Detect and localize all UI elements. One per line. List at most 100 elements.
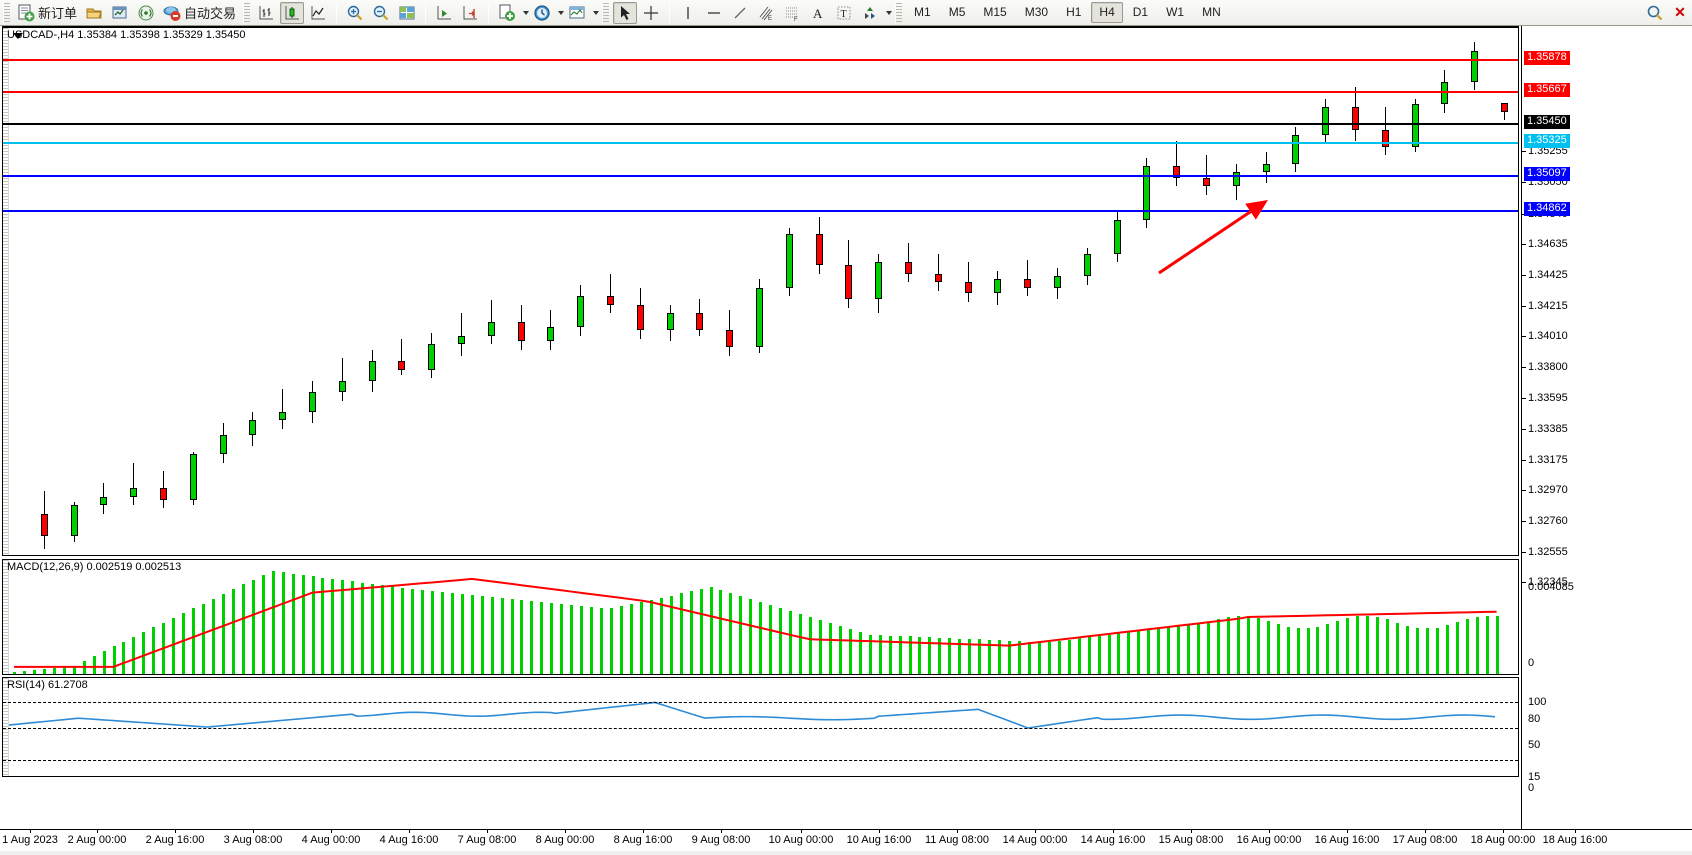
price-level-label-1.35878[interactable]: 1.35878 [1524,51,1570,65]
macd-bar [639,601,643,674]
new-chart-dropdown-caret[interactable] [523,10,530,15]
price-level-label-1.35667[interactable]: 1.35667 [1524,83,1570,97]
svg-text:A: A [813,6,823,21]
chart-tools-grip[interactable] [243,2,251,23]
macd-bar [13,671,16,674]
vertical-line-button[interactable] [676,2,700,24]
svg-text:F: F [794,17,798,22]
new-order-button[interactable]: 新订单 [14,2,80,24]
macd-bar [619,606,623,674]
price-level-label-1.35450[interactable]: 1.35450 [1524,115,1570,129]
data-window-button[interactable] [395,2,419,24]
timeframe-h4[interactable]: H4 [1091,2,1123,23]
time-label-11-Aug-08-00: 11 Aug 08:00 [924,834,990,846]
macd-axis-0.004085: 0.004085 [1528,581,1574,593]
macd-bar [669,595,673,674]
macd-bar [490,597,494,674]
timeframe-m5[interactable]: M5 [948,5,966,19]
arrows-tool-button[interactable] [858,2,882,24]
chart-area[interactable]: USDCAD-,H4 1.35384 1.35398 1.35329 1.354… [0,26,1692,855]
price-level-line-1.35878[interactable] [3,59,1518,61]
macd-pane-grip[interactable] [3,560,9,674]
macd-bar [132,636,136,674]
close-chart-button[interactable]: ✕ [1674,4,1686,20]
line-chart-button[interactable] [306,2,330,24]
price-level-label-1.35325[interactable]: 1.35325 [1524,134,1570,148]
rsi-pane-grip[interactable] [3,678,9,776]
macd-bar [32,669,36,674]
price-level-label-1.35097[interactable]: 1.35097 [1524,167,1570,181]
candlestick-chart-button[interactable] [280,1,305,24]
rsi-pane[interactable]: RSI(14) 61.2708 [2,677,1519,777]
search-button[interactable] [1643,2,1667,24]
equidistant-channel-button[interactable]: E [754,2,778,24]
macd-bar [460,594,464,674]
trendline-button[interactable] [728,2,752,24]
price-level-line-1.35325[interactable] [3,142,1518,144]
zoom-in-icon [346,4,364,22]
crosshair-tool-button[interactable] [639,2,663,24]
price-level-label-1.34862[interactable]: 1.34862 [1524,202,1570,216]
macd-bar [1197,623,1201,674]
macd-bar [112,646,116,674]
timeframe-h1[interactable]: H1 [1066,5,1082,19]
time-tick-mark [801,830,802,833]
timeframe-w1[interactable]: W1 [1166,5,1185,19]
zoom-out-button[interactable] [369,2,393,24]
text-tool-button[interactable]: A [806,2,830,24]
drawing-tools-grip[interactable] [602,2,610,23]
macd-bar [1008,640,1011,674]
time-tick-mark [97,830,98,833]
macd-bar [828,622,832,674]
timeframe-m30[interactable]: M30 [1024,5,1049,19]
price-pane-grip[interactable] [3,28,9,555]
periodicity-button[interactable] [530,2,554,24]
periodicity-dropdown-caret[interactable] [558,10,565,15]
time-label-14-Aug-00-00: 14 Aug 00:00 [1002,834,1068,846]
chart-collapse-marker[interactable] [13,33,23,39]
macd-bar [331,578,335,674]
history-button[interactable] [82,2,106,24]
price-tick-1.32970: 1.32970 [1522,484,1568,496]
macd-bar [649,599,653,674]
horizontal-line-button[interactable] [702,2,726,24]
templates-button[interactable] [565,2,589,24]
market-watch-button[interactable] [108,2,132,24]
chart-shift-button[interactable] [458,2,482,24]
templates-dropdown-caret[interactable] [593,10,600,15]
timeframe-m1[interactable]: M1 [914,5,931,19]
candle [219,28,229,556]
autotrading-button[interactable]: 自动交易 [160,2,239,24]
price-level-line-1.34862[interactable] [3,210,1518,212]
time-axis[interactable]: 1 Aug 2023 2 Aug 00:00 2 Aug 16:00 3 Aug 08… [0,829,1692,855]
fibonacci-button[interactable]: F [780,2,804,24]
macd-bar [958,638,962,674]
timeframe-d1[interactable]: D1 [1132,5,1149,19]
signals-button[interactable] [134,2,158,24]
price-level-line-1.35667[interactable] [3,91,1518,93]
timeframe-m15[interactable]: M15 [983,5,1007,19]
macd-bar [1485,615,1489,674]
macd-bar [231,589,235,674]
time-label-4-Aug-00-00: 4 Aug 00:00 [301,834,361,846]
timeframe-mn[interactable]: MN [1202,5,1221,19]
chart-shift-icon [461,4,479,22]
cursor-tool-button[interactable] [613,1,638,24]
price-level-line-1.35097[interactable] [3,175,1518,177]
bar-chart-button[interactable] [254,2,278,24]
macd-pane[interactable]: MACD(12,26,9) 0.002519 0.002513 [2,559,1519,675]
macd-bar [1316,626,1320,674]
zoom-in-button[interactable] [343,2,367,24]
svg-text:E: E [768,16,772,22]
timeframes-grip[interactable] [895,2,903,23]
auto-scroll-button[interactable] [432,2,456,24]
channel-icon: E [757,4,775,22]
price-axis[interactable]: 1.352551.350501.348401.346351.344251.342… [1521,26,1692,855]
new-chart-button[interactable] [495,2,519,24]
arrows-dropdown-caret[interactable] [886,10,893,15]
text-label-button[interactable]: T [832,2,856,24]
price-level-line-1.35450[interactable] [3,123,1518,125]
price-pane[interactable]: USDCAD-,H4 1.35384 1.35398 1.35329 1.354… [2,26,1519,556]
toolbar-grip[interactable] [3,2,10,23]
auto-scroll-icon [435,4,453,22]
